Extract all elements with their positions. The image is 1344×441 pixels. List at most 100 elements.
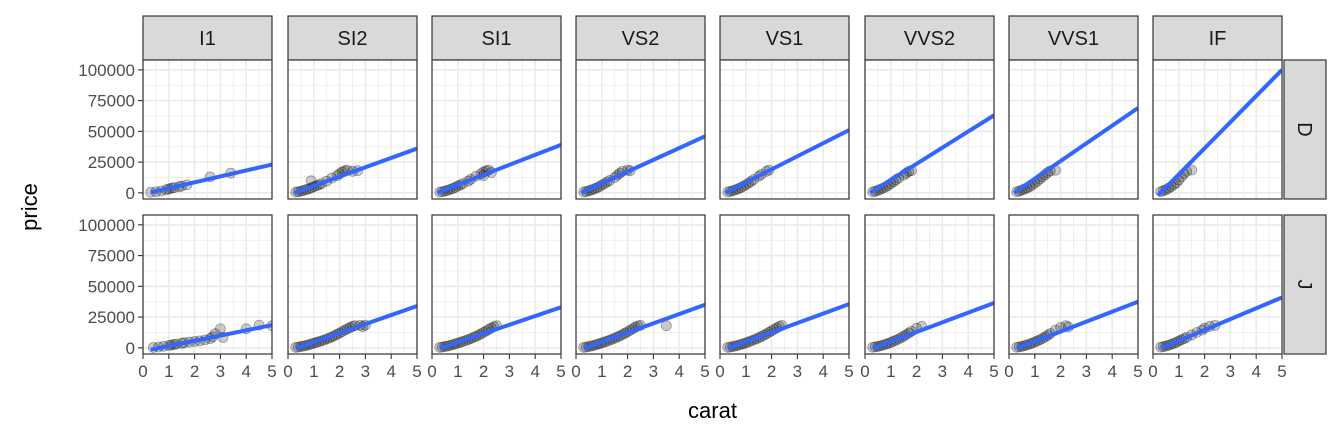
facet-strip-i1: I1	[142, 15, 273, 61]
fit-line	[580, 134, 705, 195]
x-tick-label: 0	[571, 362, 580, 381]
x-tick-label: 1	[741, 362, 750, 381]
fit-line	[1013, 106, 1138, 195]
panel-border	[287, 59, 418, 200]
x-tick-label: 3	[216, 362, 225, 381]
y-tick-label: 50000	[88, 122, 135, 141]
y-tick-label: 25000	[88, 153, 135, 172]
x-tick-label: 0	[427, 362, 436, 381]
data-point	[660, 320, 672, 332]
fit-line	[1156, 68, 1282, 197]
facet-strip-label: VS2	[622, 28, 660, 50]
x-tick-label: 5	[556, 362, 565, 381]
x-tick-label: 3	[1226, 362, 1235, 381]
x-tick-label: 4	[1107, 362, 1116, 381]
facet-strip-label: SI2	[337, 28, 367, 50]
facet-strip-label: VVS1	[1048, 28, 1099, 50]
y-tick-label: 75000	[88, 247, 135, 266]
fit-line	[727, 302, 849, 351]
y-tick-label: 0	[126, 184, 135, 203]
y-tick-label: 100000	[78, 61, 135, 80]
x-tick-label: 5	[989, 362, 998, 381]
panel-d-vs1	[719, 59, 850, 200]
x-tick-label: 2	[479, 362, 488, 381]
facet-strip-label: SI1	[481, 28, 511, 50]
panel-j-vs1	[719, 214, 850, 355]
x-tick-label: 0	[1148, 362, 1157, 381]
panel-border	[575, 214, 706, 355]
x-tick-label: 5	[267, 362, 276, 381]
x-tick-label: 4	[818, 362, 827, 381]
panel-border	[142, 214, 273, 355]
panel-border	[1008, 214, 1139, 355]
panel-border	[431, 214, 562, 355]
x-tick-label: 2	[335, 362, 344, 381]
fit-line	[439, 305, 561, 351]
y-tick-label: 100000	[78, 216, 135, 235]
y-tick-label: 50000	[88, 277, 135, 296]
fit-line	[1159, 295, 1282, 351]
x-tick-label: 5	[1277, 362, 1286, 381]
x-tick-label: 2	[767, 362, 776, 381]
panel-border	[142, 59, 273, 200]
x-tick-label: 3	[649, 362, 658, 381]
facet-strip-si2: SI2	[287, 15, 418, 61]
panel-border	[864, 214, 995, 355]
panel-d-i1	[142, 59, 273, 200]
y-tick-label: 25000	[88, 308, 135, 327]
fit-line	[583, 302, 705, 351]
facet-strip-vs2: VS2	[575, 15, 706, 61]
x-tick-label: 1	[1030, 362, 1039, 381]
facet-strip-background	[1152, 15, 1283, 61]
x-tick-label: 4	[530, 362, 539, 381]
fit-line	[872, 301, 994, 351]
fit-line	[150, 162, 272, 195]
fit-line	[869, 113, 994, 195]
x-tick-label: 1	[597, 362, 606, 381]
fit-line	[293, 146, 417, 195]
panel-j-if	[1152, 214, 1283, 355]
fit-line	[724, 128, 849, 195]
x-tick-label: 1	[309, 362, 318, 381]
x-tick-label: 1	[886, 362, 895, 381]
panel-border	[719, 214, 850, 355]
x-tick-label: 4	[674, 362, 683, 381]
panel-j-si1	[431, 214, 562, 355]
x-tick-label: 2	[1200, 362, 1209, 381]
facet-strip-background	[575, 15, 706, 61]
y-tick-label: 0	[126, 339, 135, 358]
facet-strip-background	[142, 15, 273, 61]
facet-strip-row-d: D	[1283, 59, 1327, 200]
facet-strip-label: IF	[1209, 28, 1227, 50]
data-point	[1186, 164, 1198, 176]
panel-d-if	[1152, 59, 1283, 200]
facet-strip-background	[1283, 214, 1327, 355]
facet-strip-label: VVS2	[904, 28, 955, 50]
y-tick-label: 75000	[88, 92, 135, 111]
panel-border	[287, 214, 418, 355]
panel-d-si2	[287, 59, 418, 200]
facet-strip-background	[864, 15, 995, 61]
fit-line	[1016, 299, 1138, 351]
x-tick-label: 1	[1174, 362, 1183, 381]
x-tick-label: 4	[1251, 362, 1260, 381]
x-tick-label: 3	[793, 362, 802, 381]
x-tick-label: 4	[241, 362, 250, 381]
x-tick-label: 0	[1004, 362, 1013, 381]
panel-d-vs2	[575, 59, 706, 200]
fit-line	[150, 323, 272, 352]
panel-border	[1152, 59, 1283, 200]
x-axis-title: carat	[688, 398, 737, 423]
x-tick-label: 2	[912, 362, 921, 381]
panel-border	[1008, 59, 1139, 200]
panel-j-i1	[142, 214, 273, 355]
panel-border	[864, 59, 995, 200]
panel-d-si1	[431, 59, 562, 200]
fit-line	[295, 304, 417, 351]
facet-strip-label: J	[1293, 280, 1315, 290]
panel-j-si2	[287, 214, 418, 355]
x-tick-label: 3	[938, 362, 947, 381]
panel-j-vvs2	[864, 214, 995, 355]
facet-strip-background	[431, 15, 562, 61]
